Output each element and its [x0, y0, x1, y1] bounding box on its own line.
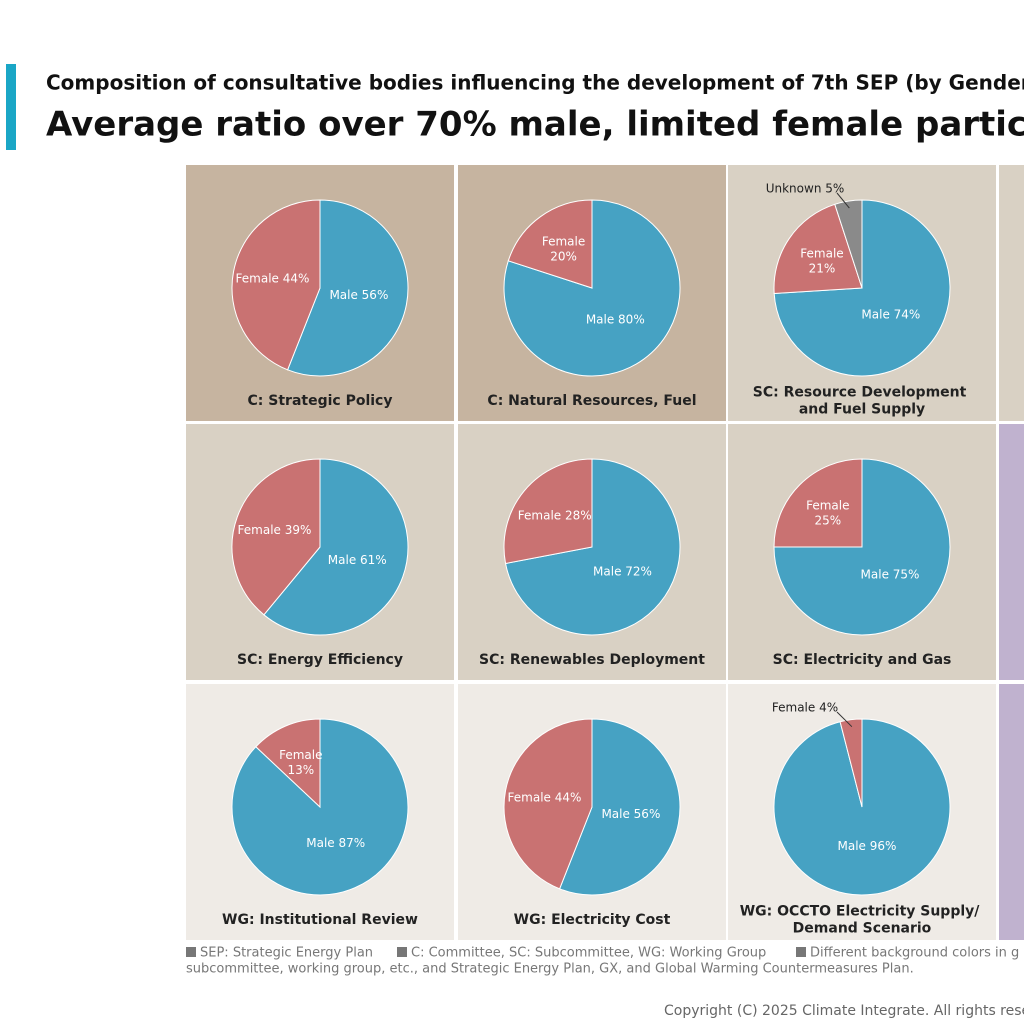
data-label: Male 72%: [593, 565, 652, 579]
data-label: Female 39%: [238, 523, 312, 537]
note-bullet: [186, 947, 196, 957]
accent-bar: [6, 64, 16, 150]
pie-slice: [558, 718, 681, 896]
label-line: 13%: [287, 763, 314, 777]
label-line: Female: [542, 234, 585, 248]
page-title: Composition of consultative bodies influ…: [46, 71, 1024, 95]
note: C: Committee, SC: Subcommittee, WG: Work…: [411, 946, 766, 961]
pie-slice: [263, 458, 409, 636]
data-label: Male 61%: [328, 553, 387, 567]
pie-slice: [255, 718, 321, 809]
note: Different background colors in g: [810, 946, 1019, 961]
pie-slice: [839, 718, 863, 808]
label-line: 21%: [809, 261, 836, 275]
data-label: Male 87%: [306, 836, 365, 850]
note: subcommittee, working group, etc., and S…: [186, 962, 914, 977]
data-label: Male 96%: [838, 839, 897, 853]
data-label: Female 25%: [806, 498, 849, 527]
note-bullet: [397, 947, 407, 957]
data-label: Male 75%: [861, 568, 920, 582]
data-label: Female 44%: [508, 790, 582, 804]
panel-bg: [999, 424, 1024, 680]
data-label: Female 20%: [542, 234, 585, 263]
title-line: SC: Renewables Deployment: [479, 652, 705, 668]
data-label: Female 21%: [800, 246, 843, 275]
pie-slice: [503, 458, 593, 565]
panel-bg: [999, 165, 1024, 421]
pie-slice: [773, 458, 863, 548]
data-label: Female 4%: [772, 701, 838, 715]
title-line: SC: Resource Development: [753, 385, 971, 401]
pie-title: SC: Resource Development and Fuel Supply: [753, 385, 971, 418]
data-label: Male 80%: [586, 313, 645, 327]
page-subtitle: Average ratio over 70% male, limited fem…: [46, 105, 1024, 145]
label-line: 25%: [814, 513, 841, 527]
title-line: Demand Scenario: [793, 921, 932, 937]
pie-title: WG: Electricity Cost: [514, 912, 671, 928]
pie-title: C: Natural Resources, Fuel: [487, 393, 696, 409]
title-line: WG: Electricity Cost: [514, 912, 671, 928]
data-label: Female 28%: [518, 509, 592, 523]
pie-slice: [773, 203, 863, 295]
pie-slice: [507, 199, 593, 289]
label-line: 20%: [550, 249, 577, 263]
pie-slice: [231, 199, 321, 371]
pie-title: SC: Energy Efficiency: [237, 652, 403, 668]
title-line: and Fuel Supply: [799, 402, 925, 418]
label-line: Female: [800, 246, 843, 260]
title-line: WG: OCCTO Electricity Supply/: [740, 904, 985, 920]
title-line: C: Strategic Policy: [248, 393, 393, 409]
pie-title: C: Strategic Policy: [248, 393, 393, 409]
panel-bg: [999, 684, 1024, 940]
notes: SEP: Strategic Energy Plan C: Committee,…: [186, 946, 1019, 977]
data-label: Female 13%: [279, 748, 322, 777]
data-label: Unknown 5%: [766, 182, 845, 196]
note: SEP: Strategic Energy Plan: [200, 946, 373, 961]
pie-slice: [504, 458, 681, 636]
copyright: Copyright (C) 2025 Climate Integrate. Al…: [664, 1003, 1024, 1019]
pie-title: SC: Electricity and Gas: [773, 652, 952, 668]
label-line: Female: [279, 748, 322, 762]
pie-slice: [503, 718, 593, 890]
title-line: SC: Electricity and Gas: [773, 652, 952, 668]
pie-grid: Male 56% Female 44% C: Strategic Policy Mal…: [186, 165, 996, 940]
pie-slice: [231, 458, 321, 616]
title-line: SC: Energy Efficiency: [237, 652, 403, 668]
pie-slice: [834, 199, 863, 289]
pie-title: SC: Renewables Deployment: [479, 652, 705, 668]
pie-title: WG: OCCTO Electricity Supply/ Demand Sce…: [740, 904, 985, 937]
leader-line: [836, 711, 853, 728]
leader-line: [836, 192, 850, 209]
label-line: Female: [806, 498, 849, 512]
note-bullet: [796, 947, 806, 957]
title-line: C: Natural Resources, Fuel: [487, 393, 696, 409]
pie-slice: [286, 199, 409, 377]
data-label: Male 74%: [861, 308, 920, 322]
data-label: Female 44%: [236, 271, 310, 285]
title-line: WG: Institutional Review: [222, 912, 418, 928]
data-label: Male 56%: [329, 288, 388, 302]
pie-title: WG: Institutional Review: [222, 912, 418, 928]
data-label: Male 56%: [601, 807, 660, 821]
